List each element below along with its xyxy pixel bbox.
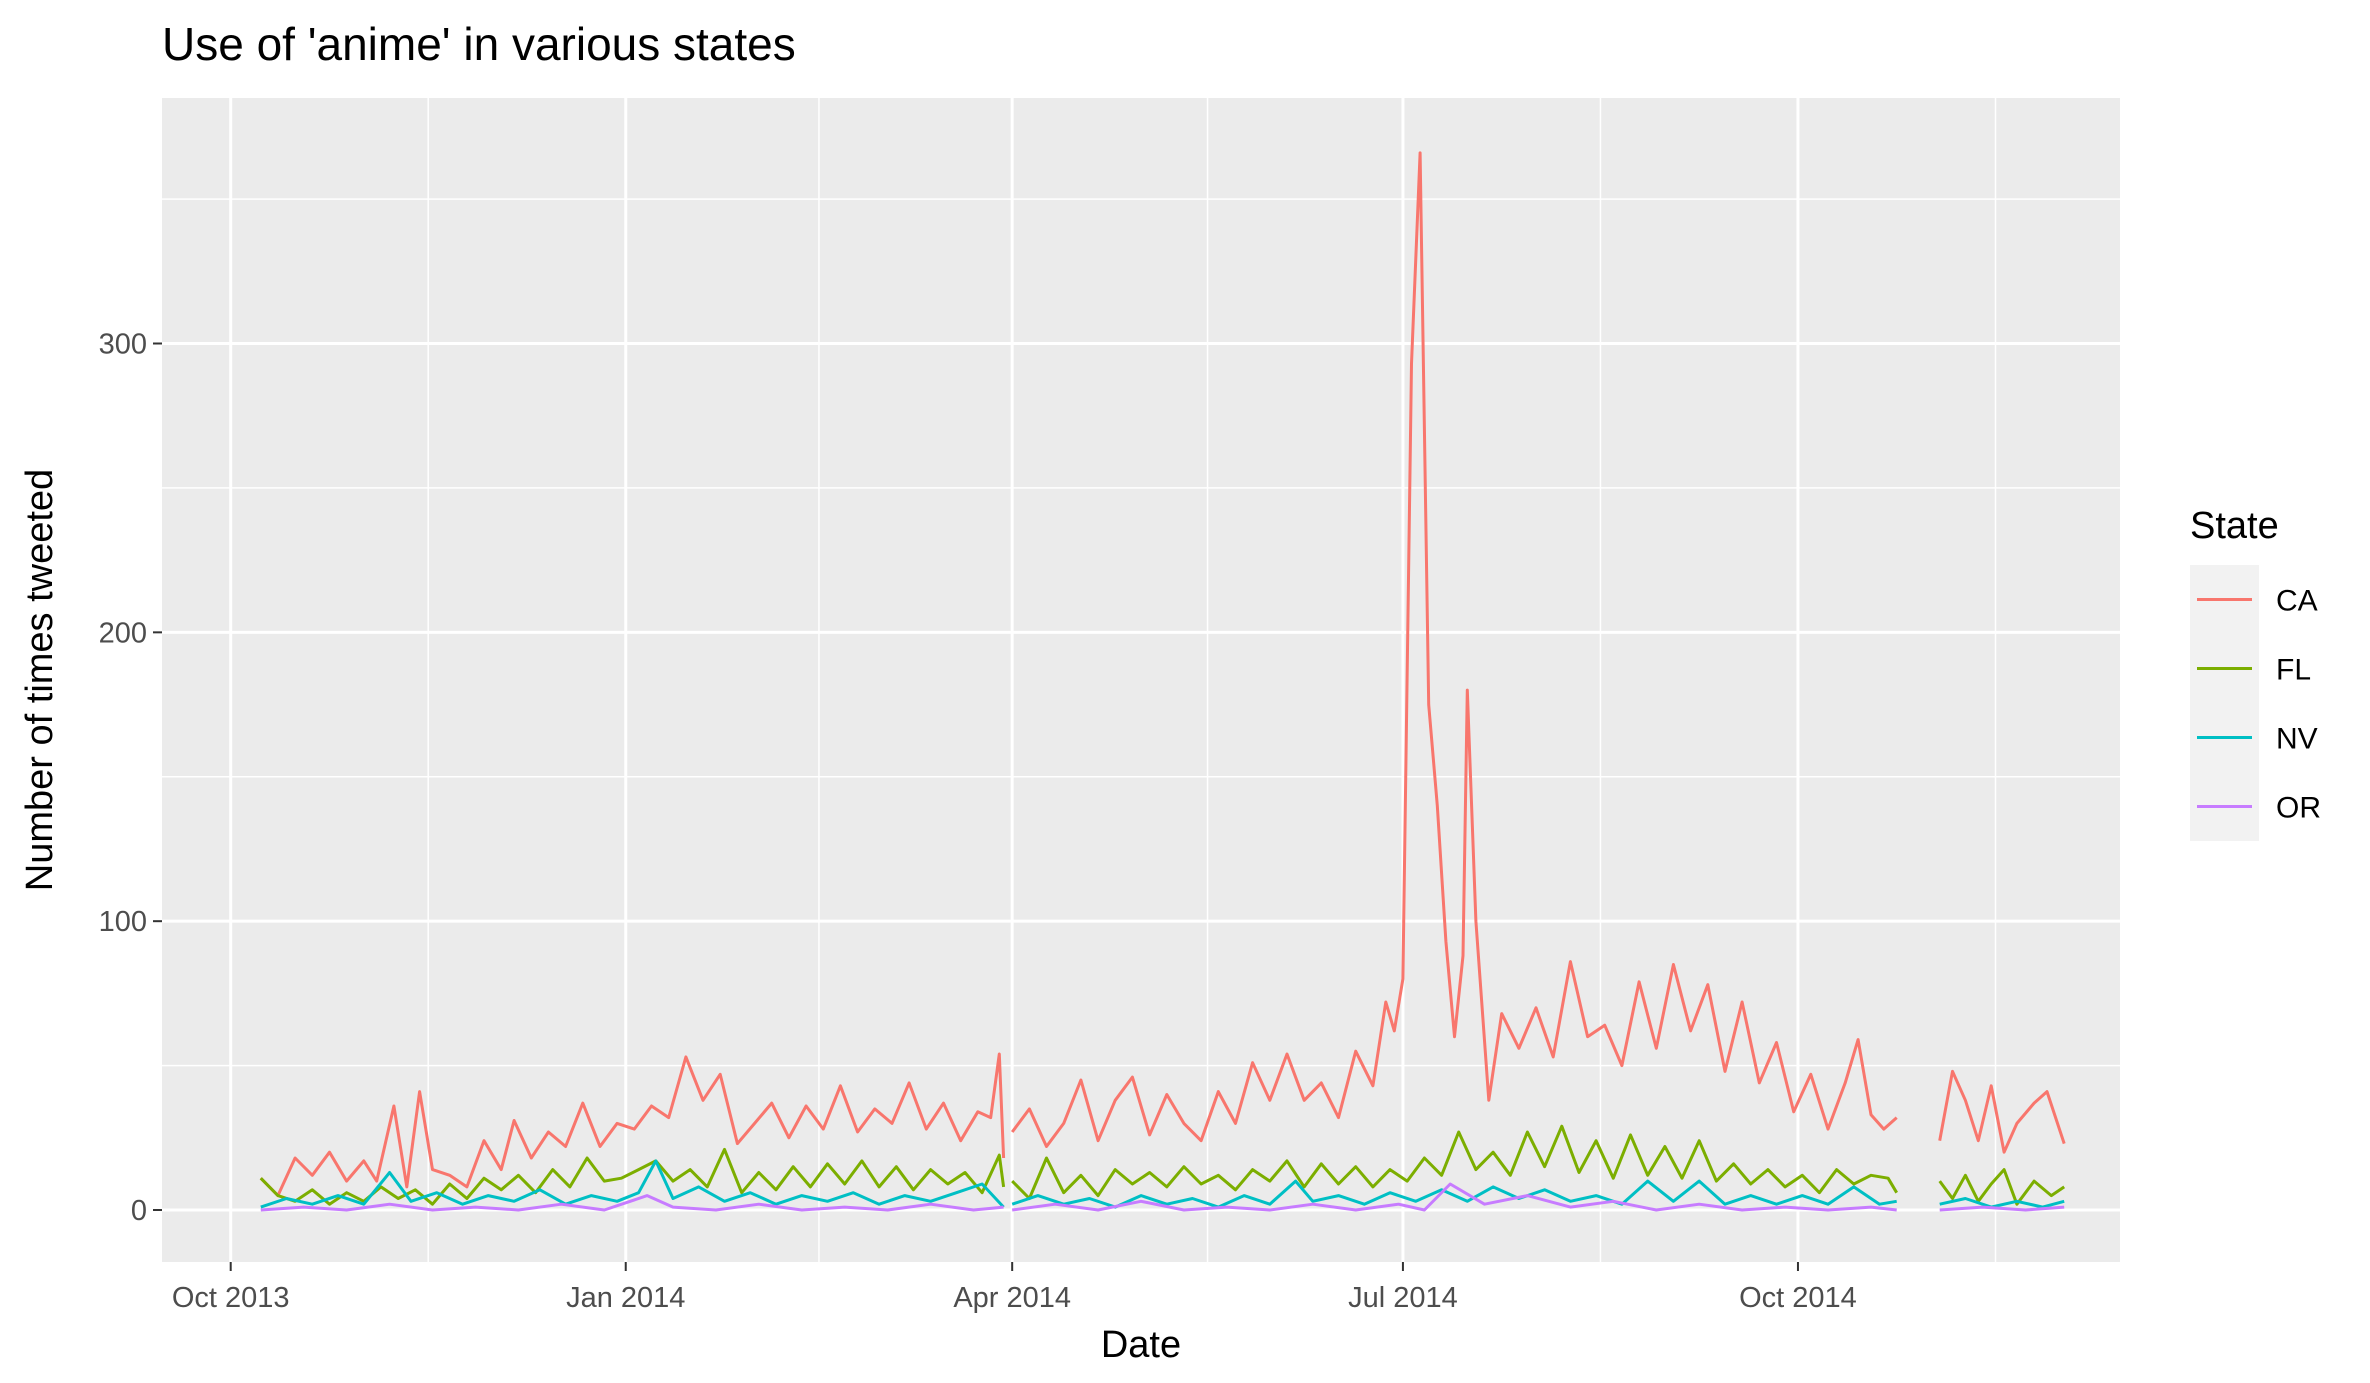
y-tick-label: 100 (99, 906, 147, 938)
series-line-fl (1938, 1168, 2066, 1206)
legend-label-ca: CA (2276, 585, 2318, 618)
series-line-fl (1011, 1124, 1898, 1200)
legend-label-fl: FL (2276, 654, 2311, 687)
series-lines (259, 151, 2066, 1212)
series-line-nv (1939, 1197, 2065, 1209)
legend-label-nv: NV (2276, 723, 2318, 756)
plot-panel (162, 98, 2120, 1262)
legend-key-background (2190, 565, 2259, 841)
series-line-ca (259, 1052, 1006, 1198)
x-tick-label: Jul 2014 (1348, 1282, 1458, 1314)
minor-gridlines (162, 98, 2120, 1262)
y-tick-label: 300 (99, 329, 147, 361)
x-tick-label: Apr 2014 (953, 1282, 1071, 1314)
series-line-or (260, 1194, 1004, 1212)
legend-label-or: OR (2276, 792, 2321, 825)
series-line-or (1011, 1182, 1897, 1212)
x-tick-label: Oct 2014 (1739, 1282, 1857, 1314)
y-tick-label: 0 (131, 1195, 147, 1227)
series-line-nv (1011, 1179, 1897, 1209)
y-tick-label: 200 (99, 617, 147, 649)
legend: State CA FL NV OR (2190, 505, 2321, 841)
y-axis: 0 100 200 300 (99, 329, 162, 1227)
series-line-fl (259, 1147, 1006, 1206)
legend-items: CA FL NV OR (2197, 585, 2321, 825)
chart-title: Use of 'anime' in various states (162, 18, 796, 70)
series-line-ca (1010, 151, 1898, 1148)
y-axis-title: Number of times tweeted (19, 469, 61, 891)
series-line-ca (1938, 1069, 2066, 1154)
series-line-or (1939, 1205, 2065, 1212)
x-tick-label: Jan 2014 (566, 1282, 685, 1314)
legend-title: State (2190, 505, 2279, 547)
series-line-nv (260, 1159, 1005, 1209)
x-axis: Oct 2013 Jan 2014 Apr 2014 Jul 2014 Oct 2014 (172, 1262, 1857, 1314)
x-tick-label: Oct 2013 (172, 1282, 290, 1314)
major-gridlines (162, 98, 2120, 1262)
x-axis-title: Date (1101, 1324, 1181, 1366)
